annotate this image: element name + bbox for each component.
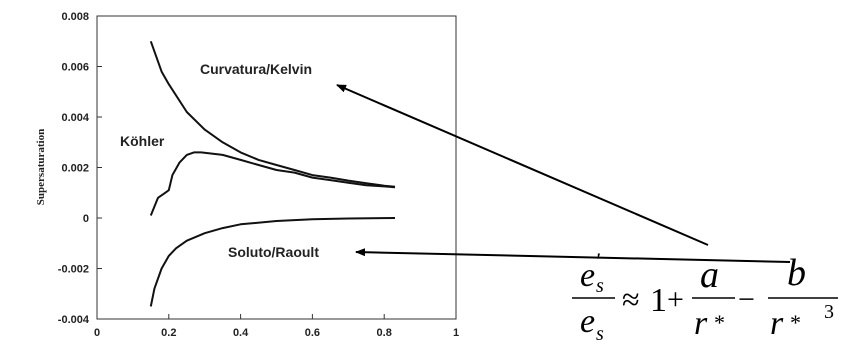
y-tick-label: 0 [83, 213, 89, 225]
series-line-curvatura-kelvin [149, 40, 396, 188]
x-tick-label: 0.2 [161, 327, 176, 339]
x-tick-label: 0.8 [377, 327, 392, 339]
annotation-soluto-raoult: Soluto/Raoult [228, 244, 319, 260]
eq-a: a [700, 254, 719, 296]
eq-b: b [787, 252, 806, 294]
x-axis-ticks: 0 0.2 0.4 0.6 0.8 1 [94, 314, 459, 339]
series-line-kohler [149, 151, 396, 216]
eq-es-prime: e [580, 257, 595, 294]
eq-es-den: e [580, 303, 595, 340]
arrow-to-raoult [355, 248, 791, 263]
annotation-kohler: Köhler [120, 133, 165, 149]
y-tick-label: 0.008 [61, 11, 89, 23]
x-tick-label: 0.4 [233, 327, 249, 339]
y-tick-label: 0.006 [61, 62, 89, 74]
kohler-equation: e ' s e s ≈ 1 + a r * − b r * 3 [572, 248, 838, 345]
eq-r1-star: * [714, 310, 725, 335]
y-axis-label: Supersaturation [35, 129, 47, 205]
x-tick-label: 0.6 [305, 327, 320, 339]
y-tick-label: 0.004 [61, 112, 89, 124]
x-tick-label: 0 [94, 327, 100, 339]
eq-minus: − [738, 283, 755, 316]
series-line-soluto-raoult [149, 217, 396, 307]
y-tick-label: -0.002 [58, 264, 89, 276]
arrow-to-kelvin [336, 84, 709, 246]
y-tick-label: 0.002 [61, 163, 89, 175]
eq-one: 1 [650, 282, 667, 319]
x-tick-label: 1 [453, 327, 459, 339]
eq-r2-exp: 3 [824, 301, 834, 323]
eq-r2-star: * [790, 310, 801, 335]
annotation-curvatura-kelvin: Curvatura/Kelvin [200, 61, 312, 77]
eq-plus: + [667, 283, 684, 316]
eq-prime-mark: ' [595, 248, 600, 273]
eq-den-sub: s [596, 323, 604, 345]
y-axis-ticks: 0.008 0.006 0.004 0.002 0 -0.002 -0.004 [58, 11, 102, 326]
eq-prime-sub: s [596, 275, 604, 297]
eq-r1: r [694, 305, 708, 342]
eq-r2: r [770, 305, 784, 342]
y-tick-label: -0.004 [58, 314, 90, 326]
eq-approx: ≈ [622, 281, 640, 317]
series-layer [149, 40, 396, 307]
